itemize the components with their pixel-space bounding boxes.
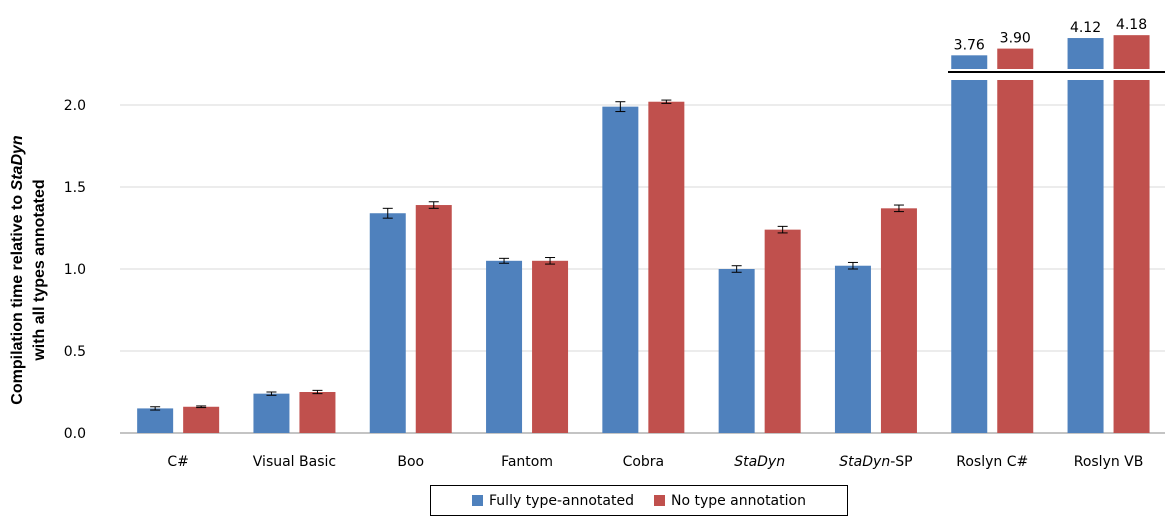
bar (137, 408, 174, 433)
y-tick-label: 1.5 (64, 180, 86, 196)
bar (1113, 80, 1150, 433)
labels: 0.0 0.5 1.0 1.5 2.0 C# Visual Basic Boo Fantom Co… (64, 17, 1147, 470)
bar (602, 106, 639, 433)
error-bar (196, 405, 207, 409)
bar (834, 265, 871, 433)
error-bar (661, 99, 672, 104)
x-tick-label: Roslyn C# (956, 454, 1028, 470)
legend-label-fully: Fully type-annotated (489, 492, 634, 509)
bar-top-segment (951, 55, 988, 69)
bar (415, 205, 452, 433)
error-bar (847, 261, 858, 270)
bar-top-segment (1067, 38, 1104, 69)
legend-swatch-none (653, 495, 665, 506)
legend-swatch-fully (472, 495, 484, 506)
bar (183, 406, 220, 433)
x-tick-label: C# (167, 454, 189, 470)
y-tick-label: 2.0 (64, 98, 86, 114)
bar (951, 80, 988, 433)
bar (253, 393, 290, 433)
data-label: 3.90 (1000, 31, 1031, 47)
legend-item-none: No type annotation (653, 492, 806, 509)
bar (648, 101, 685, 433)
bar (997, 80, 1034, 433)
x-tick-label: Visual Basic (253, 454, 336, 470)
error-bar (428, 201, 439, 209)
error-bar (777, 225, 788, 234)
y-axis-title-line2: with all types annotated (31, 179, 48, 361)
x-tick-label: StaDyn-SP (839, 454, 912, 470)
y-tick-label: 0.5 (64, 344, 86, 360)
error-bar (893, 204, 904, 213)
x-tick-label: Cobra (623, 454, 665, 470)
x-tick-label: Roslyn VB (1074, 454, 1144, 470)
data-label: 4.18 (1116, 17, 1147, 33)
x-tick-label: StaDyn (734, 454, 785, 470)
error-bar (382, 207, 393, 219)
error-bar (266, 391, 277, 396)
y-tick-label: 1.0 (64, 262, 86, 278)
bar-top-segment (1113, 35, 1150, 69)
error-bar (545, 257, 556, 265)
bars (137, 35, 1150, 433)
bar (764, 229, 801, 433)
bar (1067, 80, 1104, 433)
bar (369, 213, 406, 433)
error-bar (150, 406, 161, 411)
legend: Fully type-annotated No type annotation (430, 485, 848, 516)
bar-top-segment (997, 48, 1034, 69)
bar (718, 269, 755, 433)
bar (532, 260, 569, 433)
data-label: 3.76 (954, 37, 985, 53)
y-axis-title: Compilation time relative to StaDyn (9, 135, 26, 405)
chart: 0.0 0.5 1.0 1.5 2.0 C# Visual Basic Boo Fantom Co… (9, 17, 1165, 470)
error-bar (312, 389, 323, 395)
x-tick-label: Boo (397, 454, 424, 470)
grid (120, 71, 1165, 434)
error-bar (499, 257, 510, 264)
legend-label-none: No type annotation (670, 492, 806, 509)
error-bar (615, 101, 626, 113)
legend-item-fully: Fully type-annotated (472, 493, 634, 509)
bar (880, 208, 917, 433)
error-bar (731, 265, 742, 273)
y-tick-label: 0.0 (64, 426, 86, 442)
bar (486, 260, 523, 433)
x-tick-label: Fantom (501, 454, 553, 470)
data-label: 4.12 (1070, 20, 1101, 36)
bar (299, 392, 336, 433)
